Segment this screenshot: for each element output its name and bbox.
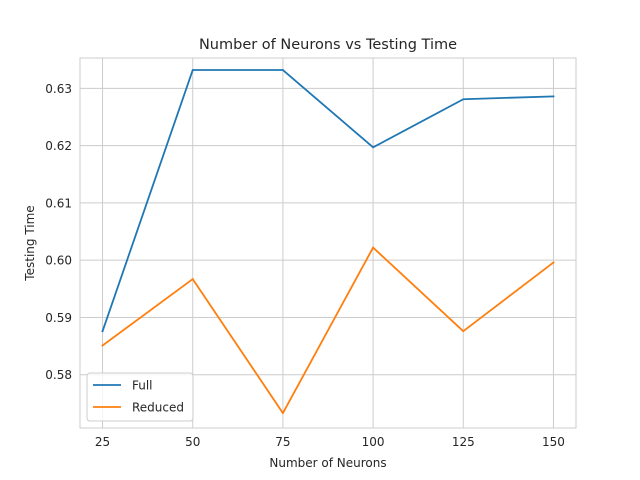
- y-tick-label: 0.59: [45, 311, 72, 325]
- series-layer: [101, 69, 555, 415]
- series-line-reduced: [101, 246, 555, 415]
- y-tick-label: 0.61: [45, 196, 72, 210]
- data-point-reduced: [191, 278, 194, 280]
- legend-label-full: Full: [132, 379, 153, 393]
- data-point-full: [372, 146, 374, 149]
- data-point-full: [101, 330, 104, 333]
- data-point-reduced: [372, 246, 374, 249]
- y-tick-label: 0.58: [45, 368, 72, 382]
- data-point-full: [462, 98, 465, 101]
- legend-label-reduced: Reduced: [132, 401, 184, 415]
- data-point-reduced: [101, 344, 104, 347]
- data-point-full: [191, 69, 194, 71]
- y-tick-label: 0.60: [45, 254, 72, 268]
- y-tick-label: 0.63: [45, 82, 72, 96]
- chart-title: Number of Neurons vs Testing Time: [199, 37, 457, 53]
- data-point-reduced: [462, 330, 465, 333]
- y-tick-labels: 0.58 0.59 0.60 0.61 0.62 0.63: [45, 82, 72, 382]
- data-point-full: [552, 95, 555, 98]
- x-tick-label: 75: [275, 435, 290, 449]
- grid: [80, 58, 576, 428]
- x-axis-label: Number of Neurons: [269, 456, 386, 470]
- x-tick-labels: 25 50 75 100 125 150: [95, 435, 565, 449]
- data-point-reduced: [552, 261, 555, 264]
- x-tick-label: 125: [452, 435, 475, 449]
- y-tick-label: 0.62: [45, 139, 72, 153]
- plot-frame: [79, 57, 577, 429]
- legend: Full Reduced: [86, 372, 194, 422]
- series-line-full: [101, 69, 555, 333]
- data-point-reduced: [282, 412, 284, 415]
- y-axis-label: Testing Time: [23, 205, 37, 281]
- x-tick-label: 50: [185, 435, 200, 449]
- x-tick-label: 100: [362, 435, 385, 449]
- x-tick-label: 150: [542, 435, 565, 449]
- data-point-full: [282, 69, 284, 71]
- x-tick-label: 25: [95, 435, 110, 449]
